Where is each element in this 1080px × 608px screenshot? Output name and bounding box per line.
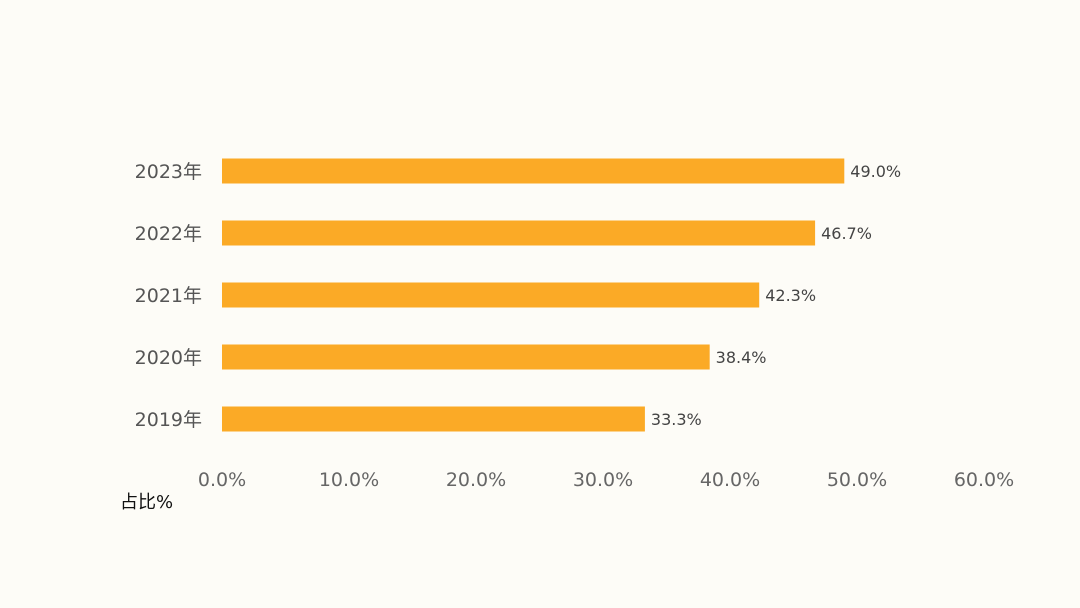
data-labels: 49.0% 46.7% 42.3% 38.4% 33.3% bbox=[651, 162, 901, 429]
data-label-2: 42.3% bbox=[765, 286, 816, 305]
x-axis-title: 占比% bbox=[120, 492, 173, 513]
x-tick-label-2: 20.0% bbox=[446, 469, 506, 491]
x-axis-tick-labels: 0.0% 10.0% 20.0% 30.0% 40.0% 50.0% 60.0% bbox=[198, 469, 1014, 491]
data-label-1: 46.7% bbox=[821, 224, 872, 243]
x-tick-label-4: 40.0% bbox=[700, 469, 760, 491]
bar-0 bbox=[222, 158, 845, 184]
x-tick-label-5: 50.0% bbox=[827, 469, 887, 491]
bars-layer bbox=[222, 158, 845, 432]
x-tick-label-1: 10.0% bbox=[319, 469, 379, 491]
x-tick-label-6: 60.0% bbox=[954, 469, 1014, 491]
category-label-0: 2023年 bbox=[135, 161, 202, 183]
data-label-0: 49.0% bbox=[850, 162, 901, 181]
category-label-1: 2022年 bbox=[135, 223, 202, 245]
bar-3 bbox=[222, 344, 710, 370]
bar-4 bbox=[222, 406, 645, 432]
data-label-4: 33.3% bbox=[651, 410, 702, 429]
data-label-3: 38.4% bbox=[716, 348, 767, 367]
category-label-2: 2021年 bbox=[135, 285, 202, 307]
x-tick-label-0: 0.0% bbox=[198, 469, 246, 491]
category-label-4: 2019年 bbox=[135, 409, 202, 431]
category-labels: 2023年 2022年 2021年 2020年 2019年 bbox=[135, 161, 202, 431]
x-tick-label-3: 30.0% bbox=[573, 469, 633, 491]
bar-2 bbox=[222, 282, 760, 308]
bar-1 bbox=[222, 220, 816, 246]
category-label-3: 2020年 bbox=[135, 347, 202, 369]
